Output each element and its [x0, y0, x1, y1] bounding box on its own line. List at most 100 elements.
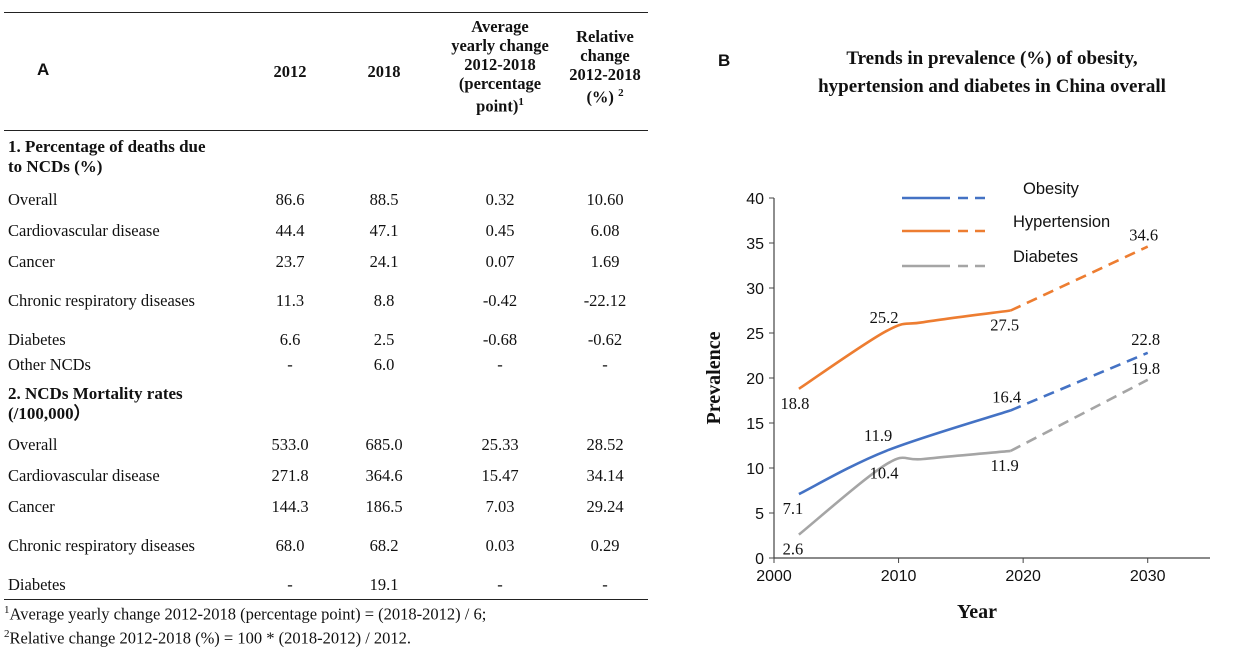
- table-row: Cancer 144.3 186.5 7.03 29.24: [0, 497, 660, 519]
- value-2012: 271.8: [271, 466, 309, 485]
- value-avg-change: 0.07: [485, 252, 515, 271]
- value-2018: 364.6: [365, 466, 403, 485]
- value-rel-change: -0.62: [587, 330, 623, 349]
- value-2018: 685.0: [365, 435, 403, 454]
- panel-b-chart: B Trends in prevalence (%) of obesity, h…: [690, 0, 1248, 659]
- value-rel-change: 0.29: [590, 536, 620, 555]
- header-rel-line: change: [580, 46, 630, 65]
- table-row: Cardiovascular disease 44.4 47.1 0.45 6.08: [0, 221, 660, 243]
- value-rel-change: -22.12: [583, 291, 627, 310]
- table-row: Cardiovascular disease 271.8 364.6 15.47 34.…: [0, 466, 660, 488]
- panel-b-label: B: [718, 51, 730, 70]
- value-avg-change: -0.42: [482, 291, 518, 310]
- value-rel-change: -: [602, 575, 608, 594]
- chart-title-line-2: hypertension and diabetes in China overa…: [818, 76, 1166, 97]
- table-bottom-rule: [4, 599, 648, 600]
- section1-title-line: to NCDs (%): [8, 157, 103, 176]
- x-tick-label: 2010: [881, 568, 917, 585]
- section1-title: 1. Percentage of deaths due to NCDs (%): [8, 137, 268, 177]
- footnote-1-text: Average yearly change 2012-2018 (percent…: [9, 604, 487, 624]
- obesity-data-label: 11.9: [864, 426, 892, 445]
- diabetes-data-label: 10.4: [870, 463, 899, 482]
- value-avg-change: 0.45: [485, 221, 515, 240]
- header-rel-sup: 2: [618, 87, 624, 99]
- footnote-2: 2Relative change 2012-2018 (%) = 100 * (…: [4, 628, 411, 649]
- value-rel-change: 10.60: [586, 190, 624, 209]
- value-avg-change: 15.47: [481, 466, 519, 485]
- value-rel-change: 1.69: [590, 252, 620, 271]
- obesity-data-label: 7.1: [783, 499, 804, 518]
- value-rel-change: 6.08: [590, 221, 620, 240]
- value-rel-change: 28.52: [586, 435, 624, 454]
- row-name: Diabetes: [8, 330, 66, 349]
- header-avg-line: (percentage: [458, 74, 542, 93]
- value-rel-change: 29.24: [586, 497, 624, 516]
- value-2012: 533.0: [271, 435, 309, 454]
- panel-a-label: A: [37, 60, 50, 79]
- value-avg-change: 25.33: [481, 435, 519, 454]
- header-rel-line-last: (%) 2: [560, 84, 650, 107]
- x-tick-label: 2020: [1005, 568, 1041, 585]
- value-avg-change: -0.68: [482, 330, 518, 349]
- row-name: Overall: [8, 190, 58, 209]
- value-2018: 8.8: [373, 291, 395, 310]
- footnote-1: 1Average yearly change 2012-2018 (percen…: [4, 604, 486, 625]
- row-name: Cardiovascular disease: [8, 221, 160, 240]
- value-avg-change: 7.03: [485, 497, 515, 516]
- value-2012: -: [287, 575, 293, 594]
- value-avg-change: 0.03: [485, 536, 515, 555]
- header-rel-line: 2012-2018: [569, 65, 641, 84]
- table-row: Cancer 23.7 24.1 0.07 1.69: [0, 252, 660, 274]
- y-tick-label: 0: [755, 551, 764, 568]
- value-2018: 186.5: [365, 497, 403, 516]
- y-tick-label: 40: [746, 191, 764, 208]
- section1-title-line: 1. Percentage of deaths due: [8, 137, 206, 156]
- table-row: Chronic respiratory diseases 11.3 8.8 -0.42…: [0, 291, 660, 313]
- table-row: Overall 86.6 88.5 0.32 10.60: [0, 190, 660, 212]
- header-avg-sup: 1: [518, 96, 524, 108]
- chart-title-line-1: Trends in prevalence (%) of obesity,: [846, 48, 1138, 69]
- row-name: Overall: [8, 435, 58, 454]
- hypertension-data-label: 27.5: [990, 316, 1019, 335]
- hypertension-data-label: 18.8: [780, 394, 809, 413]
- value-2018: 6.0: [373, 355, 395, 374]
- value-2012: 11.3: [275, 291, 305, 310]
- legend-label-diabetes: Diabetes: [1013, 248, 1078, 266]
- header-2012: 2012: [273, 62, 307, 81]
- value-avg-change: 0.32: [485, 190, 515, 209]
- value-2012: 144.3: [271, 497, 309, 516]
- y-tick-label: 20: [746, 371, 764, 388]
- row-name: Other NCDs: [8, 355, 91, 374]
- footnote-2-sup: 2: [4, 628, 10, 640]
- header-rel-change: Relative change 2012-2018 (%) 2: [560, 27, 650, 107]
- table-row: Other NCDs - 6.0 - -: [0, 355, 660, 377]
- diabetes-data-label: 11.9: [991, 456, 1019, 475]
- hypertension-data-label: 25.2: [870, 308, 899, 327]
- header-avg-line: point): [476, 96, 519, 116]
- value-2018: 24.1: [369, 252, 399, 271]
- diabetes-observed-line: [798, 449, 1011, 536]
- footnote-2-text: Relative change 2012-2018 (%) = 100 * (2…: [9, 628, 412, 648]
- value-2012: 23.7: [275, 252, 305, 271]
- y-tick-label: 30: [746, 281, 764, 298]
- y-tick-label: 25: [746, 326, 764, 343]
- row-name: Chronic respiratory diseases: [8, 536, 195, 555]
- x-tick-label: 2030: [1130, 568, 1166, 585]
- value-rel-change: -: [602, 355, 608, 374]
- legend-label-obesity: Obesity: [1023, 180, 1080, 198]
- value-2012: 86.6: [275, 190, 305, 209]
- row-name: Cancer: [8, 252, 55, 271]
- header-avg-line: 2012-2018: [464, 55, 536, 74]
- y-tick-label: 35: [746, 236, 764, 253]
- x-tick-label: 2000: [756, 568, 792, 585]
- diabetes-data-label: 2.6: [783, 540, 804, 559]
- value-2012: 68.0: [275, 536, 305, 555]
- header-avg-change: Average yearly change 2012-2018 (percent…: [440, 17, 560, 116]
- table-row: Diabetes - 19.1 - -: [0, 575, 660, 597]
- value-2018: 2.5: [373, 330, 395, 349]
- table-row: Chronic respiratory diseases 68.0 68.2 0.03…: [0, 536, 660, 558]
- header-avg-line: yearly change: [451, 36, 549, 55]
- section2-title-line: 2. NCDs Mortality rates: [8, 384, 183, 403]
- hypertension-data-label: 34.6: [1129, 226, 1158, 245]
- x-axis-label: Year: [957, 601, 997, 623]
